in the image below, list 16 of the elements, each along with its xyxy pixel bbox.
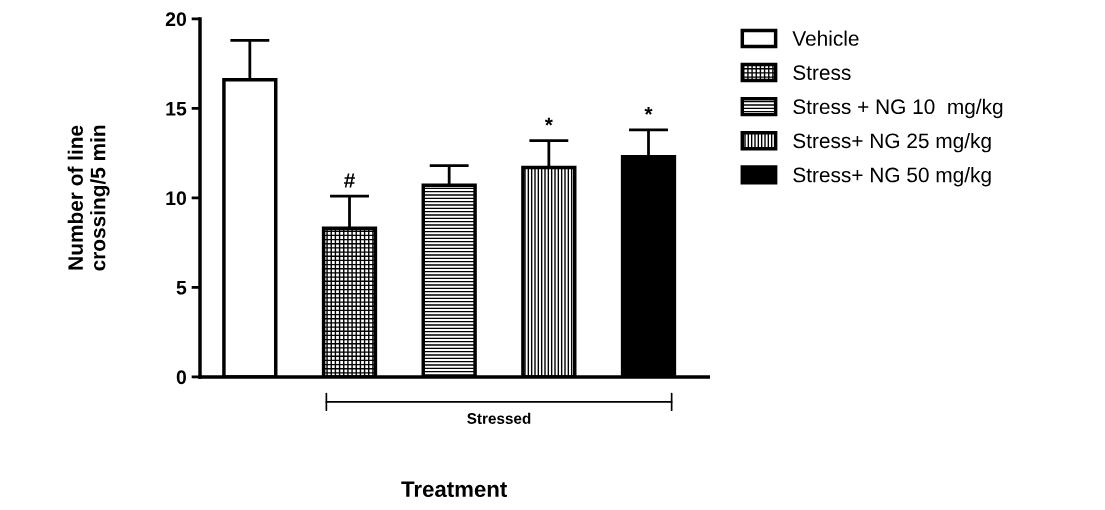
y-tick-label: 15: [166, 102, 187, 116]
legend-label: Stress: [793, 65, 851, 80]
legend-label: Stress+ NG 50 mg/kg: [793, 167, 991, 187]
legend-label: Vehicle: [792, 30, 859, 46]
legend-label: Stress+ NG 25 mg/kg: [793, 132, 991, 153]
y-tick-label: 5: [176, 281, 187, 295]
annotation: *: [644, 107, 653, 115]
y-tick-label: 10: [166, 191, 187, 206]
x-axis-title: Treatment: [401, 481, 507, 498]
y-tick-label: 20: [165, 12, 187, 27]
annotation: #: [344, 173, 355, 188]
y-axis-title: Number of line crossing/5 min: [67, 125, 110, 271]
y-tick-label: 0: [176, 370, 187, 385]
annotation: *: [544, 117, 553, 126]
text: Stressed: [467, 412, 531, 424]
legend-label: Stress + NG 10 mg/kg: [793, 98, 1003, 119]
